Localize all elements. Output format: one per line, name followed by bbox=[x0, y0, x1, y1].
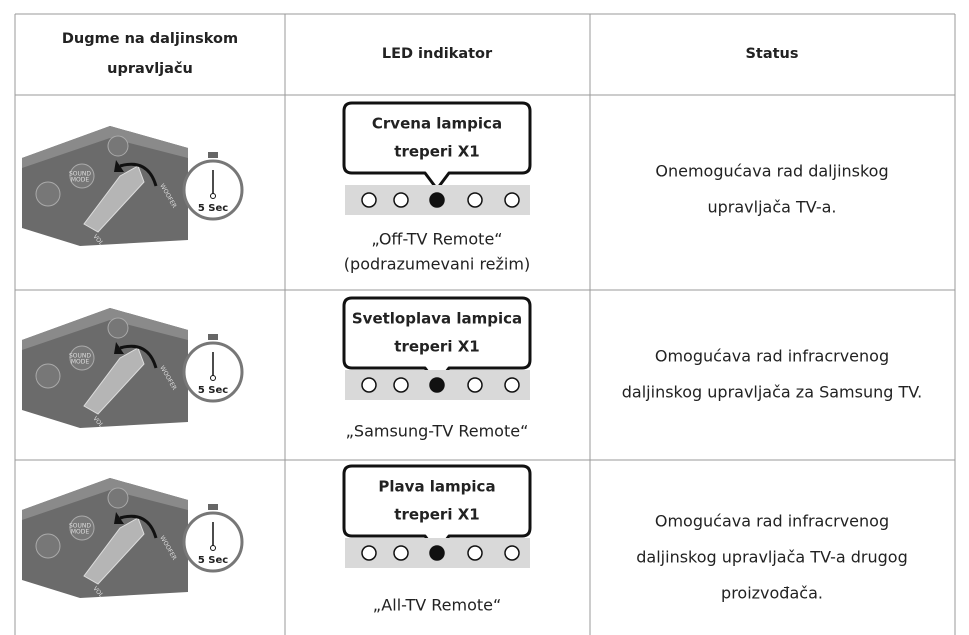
led-text: treperi X1 bbox=[394, 143, 479, 161]
long-button bbox=[83, 165, 145, 233]
button bbox=[107, 487, 129, 509]
mode-text: „All-TV Remote“ bbox=[373, 596, 502, 615]
remote-body bbox=[22, 308, 188, 428]
led-dot bbox=[504, 377, 520, 393]
led-dot bbox=[393, 377, 409, 393]
timer-pivot bbox=[210, 375, 216, 381]
long-button bbox=[83, 517, 145, 585]
mode-text: „Off-TV Remote“ bbox=[371, 230, 502, 249]
header-cell: Status bbox=[745, 46, 798, 62]
button bbox=[69, 515, 95, 541]
remote-body bbox=[22, 478, 188, 598]
mode-text: (podrazumevani režim) bbox=[344, 255, 530, 274]
button bbox=[35, 363, 61, 389]
led-dot bbox=[393, 545, 409, 561]
led-bubble bbox=[342, 101, 532, 191]
led-text: Crvena lampica bbox=[372, 115, 502, 133]
status-text: Omogućava rad infracrvenog bbox=[655, 512, 889, 531]
led-dot bbox=[467, 377, 483, 393]
arrow bbox=[119, 344, 158, 369]
remote-label: SOUND bbox=[69, 171, 91, 178]
timer-knob bbox=[208, 334, 218, 340]
status-text: proizvođača. bbox=[721, 584, 823, 603]
status-text: upravljača TV-a. bbox=[708, 198, 837, 217]
header-cell: LED indikator bbox=[382, 46, 493, 62]
header-cell: upravljaču bbox=[107, 61, 193, 77]
remote-body bbox=[22, 126, 188, 246]
timer-knob bbox=[208, 152, 218, 158]
remote-top bbox=[22, 308, 188, 350]
led-text: treperi X1 bbox=[394, 338, 479, 356]
long-button bbox=[83, 347, 145, 415]
button bbox=[107, 317, 129, 339]
remote-top bbox=[22, 478, 188, 520]
mode-text: „Samsung-TV Remote“ bbox=[346, 422, 529, 441]
remote-top bbox=[22, 126, 188, 168]
led-dot bbox=[429, 377, 445, 393]
button bbox=[107, 135, 129, 157]
led-dot bbox=[467, 192, 483, 208]
remote-label: SOUND bbox=[69, 523, 91, 530]
button bbox=[69, 345, 95, 371]
status-text: daljinskog upravljača za Samsung TV. bbox=[622, 383, 922, 402]
remote-label: MODE bbox=[71, 177, 90, 184]
led-dot bbox=[504, 192, 520, 208]
timer-pivot bbox=[210, 545, 216, 551]
remote-label: MODE bbox=[71, 529, 90, 536]
led-text: Plava lampica bbox=[378, 478, 495, 496]
header-cell: Dugme na daljinskom bbox=[62, 31, 238, 47]
arrow-head bbox=[114, 160, 124, 172]
button bbox=[69, 163, 95, 189]
timer-label: 5 Sec bbox=[198, 555, 228, 566]
led-dot bbox=[429, 192, 445, 208]
led-dot bbox=[361, 545, 377, 561]
led-dot bbox=[361, 192, 377, 208]
arrow-head bbox=[114, 342, 124, 354]
button bbox=[35, 533, 61, 559]
table-lines bbox=[14, 13, 956, 635]
led-text: Svetloplava lampica bbox=[352, 310, 522, 328]
button bbox=[35, 181, 61, 207]
status-text: Onemogućava rad daljinskog bbox=[655, 162, 888, 181]
arrow bbox=[119, 514, 158, 539]
led-text: treperi X1 bbox=[394, 506, 479, 524]
timer-pivot bbox=[210, 193, 216, 199]
status-text: Omogućava rad infracrvenog bbox=[655, 347, 889, 366]
led-dot bbox=[361, 377, 377, 393]
timer-label: 5 Sec bbox=[198, 203, 228, 214]
status-text: daljinskog upravljača TV-a drugog bbox=[636, 548, 907, 567]
led-dot bbox=[467, 545, 483, 561]
timer-label: 5 Sec bbox=[198, 385, 228, 396]
led-dot bbox=[393, 192, 409, 208]
led-dot bbox=[429, 545, 445, 561]
arrow bbox=[119, 162, 158, 187]
arrow-head bbox=[114, 512, 124, 524]
timer-knob bbox=[208, 504, 218, 510]
remote-label: SOUND bbox=[69, 353, 91, 360]
led-dot bbox=[504, 545, 520, 561]
remote-label: MODE bbox=[71, 359, 90, 366]
